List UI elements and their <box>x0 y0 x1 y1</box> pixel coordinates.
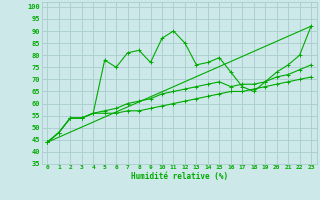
X-axis label: Humidité relative (%): Humidité relative (%) <box>131 172 228 181</box>
